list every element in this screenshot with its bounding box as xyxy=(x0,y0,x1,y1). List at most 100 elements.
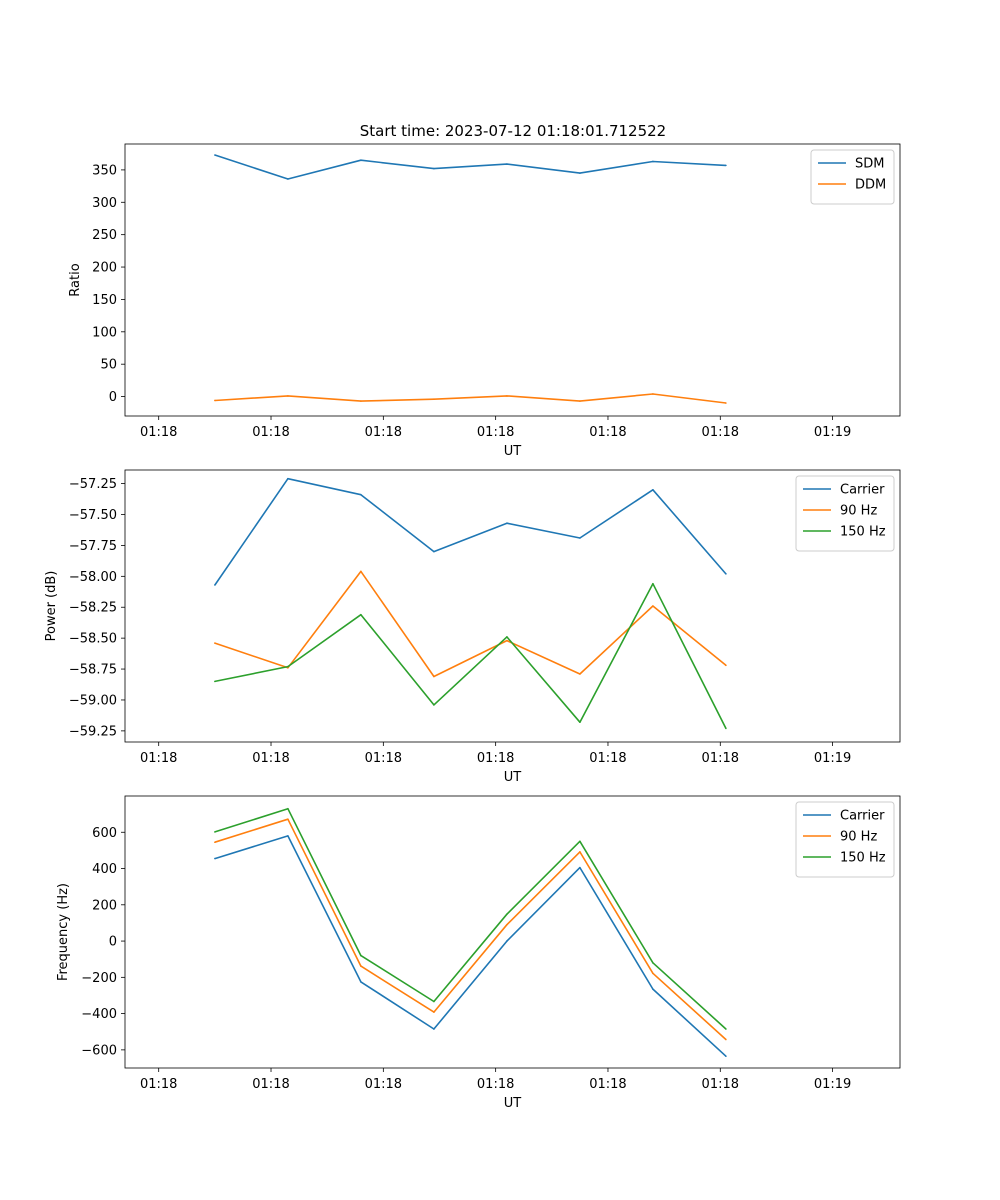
data-point xyxy=(579,851,581,853)
legend-entry: Carrier xyxy=(840,483,885,498)
x-tick-label: 01:18 xyxy=(477,425,514,440)
legend: Carrier 90 Hz 150 Hz xyxy=(795,475,895,552)
data-point xyxy=(725,1055,727,1058)
data-point xyxy=(360,965,362,967)
data-point xyxy=(433,675,435,678)
data-point xyxy=(433,167,435,170)
data-point xyxy=(214,399,216,402)
legend-entry: 150 Hz xyxy=(840,851,886,866)
series-line-90-hz xyxy=(214,818,727,1041)
legend-entry: 150 Hz xyxy=(840,525,886,540)
y-tick-label: −58.25 xyxy=(69,601,117,616)
legend-frame xyxy=(795,475,895,552)
data-point xyxy=(360,400,362,402)
y-tick-label: −57.25 xyxy=(69,477,117,492)
x-tick-label: 01:18 xyxy=(365,751,402,766)
data-point xyxy=(360,493,362,496)
data-point xyxy=(725,664,727,667)
axes-frame xyxy=(124,795,901,1069)
legend-entry: 90 Hz xyxy=(840,830,877,845)
data-point xyxy=(214,841,216,844)
y-tick-label: −59.00 xyxy=(69,693,117,708)
data-point xyxy=(725,727,727,730)
legend-frame xyxy=(795,801,895,878)
data-point xyxy=(433,550,435,553)
data-point xyxy=(360,981,362,983)
x-tick-label: 01:18 xyxy=(477,751,514,766)
x-tick-label: 01:18 xyxy=(702,1077,739,1092)
legend-entry: 90 Hz xyxy=(840,504,877,519)
x-tick-label: 01:18 xyxy=(140,751,177,766)
plot-ratio: 01:18 01:18 01:18 01:18 01:18 01:18 01:19 UT 0 50… xyxy=(68,143,901,459)
y-tick-label: 300 xyxy=(92,196,117,211)
y-tick-label: 50 xyxy=(100,358,117,373)
y-tick-label: 350 xyxy=(92,163,117,178)
legend: Carrier 90 Hz 150 Hz xyxy=(795,801,895,878)
data-point xyxy=(506,639,508,642)
x-tick-label: 01:18 xyxy=(702,425,739,440)
data-point xyxy=(360,159,362,161)
data-point xyxy=(287,665,289,668)
x-tick-label: 01:18 xyxy=(702,751,739,766)
data-point xyxy=(579,673,581,675)
data-point xyxy=(214,584,216,586)
series-line-sdm xyxy=(214,154,726,180)
data-point xyxy=(506,163,508,165)
plot-power: 01:18 01:18 01:18 01:18 01:18 01:18 01:19 UT −59… xyxy=(44,469,901,785)
y-tick-label: −57.50 xyxy=(69,508,117,523)
data-point xyxy=(360,570,362,573)
axes-frame xyxy=(124,143,901,417)
data-point xyxy=(725,573,727,575)
x-tick-label: 01:18 xyxy=(365,1077,402,1092)
x-tick-label: 01:19 xyxy=(814,1077,851,1092)
data-point xyxy=(506,940,508,942)
x-axis-label: UT xyxy=(504,1096,522,1111)
data-point xyxy=(579,172,581,174)
data-point xyxy=(506,913,508,916)
x-axis-label: UT xyxy=(504,770,522,785)
data-point xyxy=(287,477,289,480)
data-point xyxy=(652,962,654,964)
y-tick-label: 400 xyxy=(92,862,117,877)
data-point xyxy=(287,807,289,810)
legend: SDM DDM xyxy=(810,149,895,205)
y-tick-label: 100 xyxy=(92,325,117,340)
y-tick-label: 200 xyxy=(92,898,117,913)
y-axis-label: Power (dB) xyxy=(44,571,59,642)
y-tick-label: −400 xyxy=(81,1007,117,1022)
plot-frequency: 01:18 01:18 01:18 01:18 01:18 01:18 01:19 UT −60… xyxy=(56,795,901,1111)
x-tick-label: 01:18 xyxy=(252,425,289,440)
legend-entry: Carrier xyxy=(840,809,885,824)
y-axis-label: Ratio xyxy=(68,263,83,296)
data-point xyxy=(652,488,654,491)
data-point xyxy=(579,840,581,843)
x-tick-label: 01:18 xyxy=(140,425,177,440)
data-point xyxy=(725,164,727,167)
data-point xyxy=(214,831,216,833)
y-tick-label: 0 xyxy=(109,935,117,950)
y-tick-label: −57.75 xyxy=(69,539,117,554)
x-tick-label: 01:19 xyxy=(814,425,851,440)
y-tick-label: 250 xyxy=(92,228,117,243)
data-point xyxy=(652,393,654,395)
data-point xyxy=(652,988,654,990)
y-tick-label: −58.50 xyxy=(69,632,117,647)
y-tick-label: −58.00 xyxy=(69,570,117,585)
data-point xyxy=(506,923,508,926)
data-point xyxy=(506,395,508,397)
y-tick-label: 600 xyxy=(92,826,117,841)
data-point xyxy=(579,866,581,869)
y-tick-label: −59.25 xyxy=(69,724,117,739)
series-line-90-hz xyxy=(214,570,727,678)
y-tick-label: 200 xyxy=(92,261,117,276)
series-line-150-hz xyxy=(214,807,727,1030)
data-point xyxy=(506,522,508,524)
data-point xyxy=(433,1028,435,1030)
data-point xyxy=(287,178,289,180)
data-point xyxy=(433,398,435,400)
data-point xyxy=(433,1011,435,1013)
y-tick-label: 150 xyxy=(92,293,117,308)
x-axis-label: UT xyxy=(504,444,522,459)
y-axis-label: Frequency (Hz) xyxy=(56,883,71,981)
